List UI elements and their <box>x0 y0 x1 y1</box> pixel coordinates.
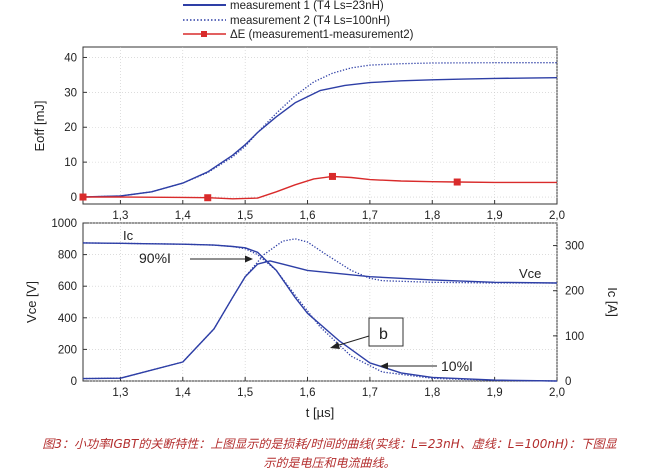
y-tick-label: 400 <box>58 313 77 325</box>
bottom-y-ticks-right: 0 100 200 300 <box>553 241 584 388</box>
legend-marker-delta-e <box>201 31 207 37</box>
y-right-tick-label: 300 <box>565 241 584 253</box>
bottom-x-ticks: 1,3 1,4 1,5 1,6 1,7 1,8 1,9 2,0 <box>112 377 565 399</box>
series-line-0 <box>82 242 558 382</box>
top-x-ticks: 1,3 1,4 1,5 1,6 1,7 1,8 1,9 2,0 <box>112 200 565 222</box>
y-tick-label: 30 <box>64 87 77 99</box>
y-right-tick-label: 200 <box>565 286 584 298</box>
annotation-vce: Vce <box>519 266 541 281</box>
x-tick-label: 1,3 <box>112 387 128 399</box>
annotation-b-arrow <box>335 335 370 347</box>
annotation-b-arrowhead <box>330 342 340 349</box>
bottom-y-axis-label: Vce [V] <box>24 281 39 323</box>
caption-line-1: 图3：小功率IGBT的关断特性：上图显示的是损耗/时间的曲线(实线：L=23nH… <box>42 437 617 451</box>
annotation-10-percent: 10%I <box>441 358 473 374</box>
y-tick-label: 10 <box>64 157 77 169</box>
annotation-10-percent-arrowhead <box>380 362 388 370</box>
x-tick-label: 1,5 <box>237 387 253 399</box>
annotation-b: b <box>379 326 388 343</box>
y-tick-label: 600 <box>58 281 77 293</box>
legend: measurement 1 (T4 Ls=23nH) measurement 2… <box>183 0 414 41</box>
delta-e-marker <box>453 178 461 186</box>
x-axis-label: t [µs] <box>306 405 334 420</box>
series-line-2 <box>82 260 558 380</box>
series-line-2 <box>83 175 557 200</box>
delta-e-marker <box>204 194 212 202</box>
top-y-axis-label: Eoff [mJ] <box>32 100 47 151</box>
bottom-y-axis-label-right: Ic [A] <box>605 287 620 317</box>
top-series <box>79 62 558 202</box>
x-tick-label: 2,0 <box>549 210 565 222</box>
top-grid <box>83 47 558 204</box>
y-tick-label: 40 <box>64 52 77 64</box>
x-tick-label: 1,4 <box>175 210 192 222</box>
bottom-grid <box>83 222 558 382</box>
series-line-0 <box>82 77 558 198</box>
delta-e-marker <box>79 193 87 201</box>
legend-label-measurement-2: measurement 2 (T4 Ls=100nH) <box>230 15 390 27</box>
bottom-plot-frame <box>82 222 558 382</box>
caption-line-2: 示的是电压和电流曲线。 <box>263 456 396 470</box>
x-tick-label: 1,6 <box>300 210 316 222</box>
y-tick-label: 800 <box>58 250 77 262</box>
bottom-series <box>82 238 558 382</box>
annotation-90-percent-arrowhead <box>245 255 253 263</box>
y-tick-label: 0 <box>71 376 77 388</box>
bottom-y-ticks: 0 200 400 600 800 1000 <box>51 218 87 388</box>
x-tick-label: 1,8 <box>424 210 440 222</box>
x-tick-label: 2,0 <box>549 387 565 399</box>
x-tick-label: 1,9 <box>487 210 503 222</box>
top-plot: 0 10 20 30 40 1,3 1,4 1,5 1,6 1,7 1,8 1,9 2,0 Eoff … <box>32 46 565 222</box>
x-tick-label: 1,8 <box>424 387 440 399</box>
series-line-1 <box>82 62 557 198</box>
y-right-tick-label: 100 <box>565 331 584 343</box>
x-tick-label: 1,7 <box>362 387 378 399</box>
series-line-3 <box>82 238 557 380</box>
x-tick-label: 1,4 <box>175 387 192 399</box>
y-right-tick-label: 0 <box>565 376 571 388</box>
y-tick-label: 200 <box>58 344 77 356</box>
x-tick-label: 1,6 <box>300 387 316 399</box>
x-tick-label: 1,9 <box>487 387 503 399</box>
annotation-ic: Ic <box>123 228 134 243</box>
x-tick-label: 1,7 <box>362 210 378 222</box>
legend-label-delta-e: ΔE (measurement1-measurement2) <box>230 29 414 41</box>
x-tick-label: 1,3 <box>112 210 128 222</box>
top-plot-frame <box>82 46 558 205</box>
y-tick-label: 20 <box>64 122 77 134</box>
y-tick-label: 1000 <box>51 218 77 230</box>
x-tick-label: 1,5 <box>237 210 253 222</box>
annotation-90-percent: 90%I <box>139 250 171 266</box>
annotations: Ic Vce 90%I b 10%I <box>123 228 541 374</box>
delta-e-marker <box>328 172 336 180</box>
legend-label-measurement-1: measurement 1 (T4 Ls=23nH) <box>230 0 384 12</box>
annotation-b-box <box>368 317 404 347</box>
top-y-ticks: 0 10 20 30 40 <box>64 52 87 204</box>
y-tick-label: 0 <box>71 192 77 204</box>
